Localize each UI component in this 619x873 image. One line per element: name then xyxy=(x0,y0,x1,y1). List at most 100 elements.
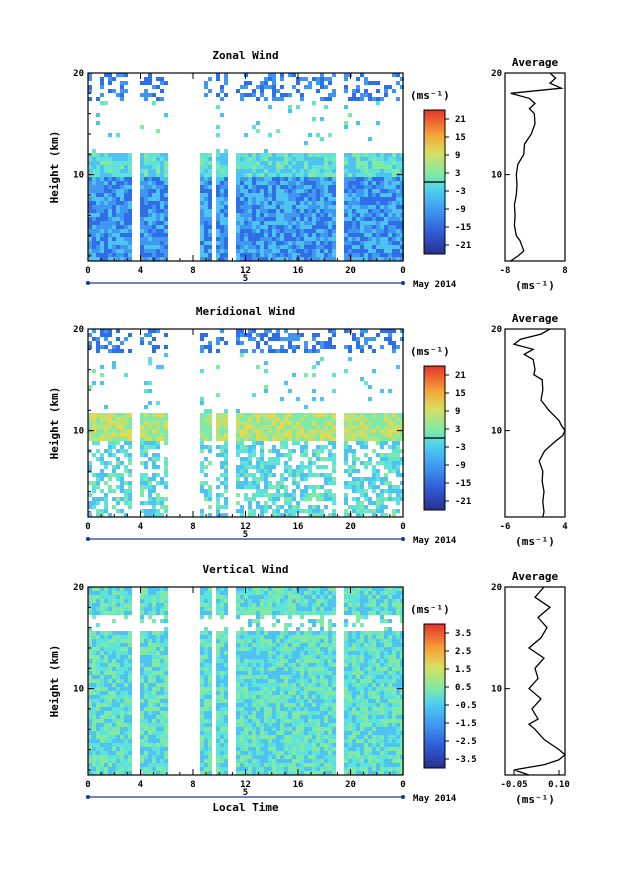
profile-title: Average xyxy=(512,56,559,69)
panel-2: Vertical Wind 0 4 8 12 16 20 0 10 20 Height (km) 5 M… xyxy=(48,563,570,814)
colorbar-tick-label: 3.5 xyxy=(455,629,471,639)
panel-title: Meridional Wind xyxy=(196,305,295,318)
y-axis-label: Height (km) xyxy=(48,131,61,204)
date-bar-end xyxy=(86,537,90,541)
profile-frame xyxy=(504,328,566,518)
profile-title: Average xyxy=(512,312,559,325)
colorbar-tick-label: -9 xyxy=(455,461,466,471)
heatmap-field xyxy=(88,73,404,261)
profile-x-tick-label: 4 xyxy=(562,522,568,532)
colorbar-tick-label: -1.5 xyxy=(455,719,477,729)
y-axis-label: Height (km) xyxy=(48,645,61,718)
x-tick-label: 16 xyxy=(293,266,304,276)
date-bar-end xyxy=(401,537,405,541)
date-label: May 2014 xyxy=(413,794,457,804)
heatmap-field xyxy=(88,587,404,775)
x-tick-label: 0 xyxy=(85,266,90,276)
x-tick-label: 16 xyxy=(293,780,304,790)
date-bar-end xyxy=(401,795,405,799)
profile-y-tick-label: 20 xyxy=(491,583,502,593)
x-tick-label: 12 xyxy=(240,780,251,790)
colorbar-tick-label: -15 xyxy=(455,223,471,233)
profile-title: Average xyxy=(512,570,559,583)
colorbar-unit: (ms⁻¹) xyxy=(410,89,450,102)
colorbar-tick-label: -2.5 xyxy=(455,737,477,747)
colorbar-tick-label: 1.5 xyxy=(455,665,471,675)
x-tick-label: 0 xyxy=(85,780,90,790)
colorbar-tick-label: -9 xyxy=(455,205,466,215)
profile-line xyxy=(513,586,567,776)
date-bar-end xyxy=(86,795,90,799)
x-tick-label: 12 xyxy=(240,522,251,532)
y-axis-label: Height (km) xyxy=(48,387,61,460)
x-tick-label: 0 xyxy=(85,522,90,532)
y-tick-label: 20 xyxy=(73,325,84,335)
colorbar-unit: (ms⁻¹) xyxy=(410,603,450,616)
x-tick-label: 4 xyxy=(138,266,144,276)
profile-y-tick-label: 10 xyxy=(491,171,502,181)
x-tick-label: 12 xyxy=(240,266,251,276)
colorbar-tick-label: 21 xyxy=(455,115,466,125)
colorbar-tick-label: -3 xyxy=(455,443,466,453)
date-bar-end xyxy=(401,281,405,285)
colorbar-tick-label: 0.5 xyxy=(455,683,471,693)
x-tick-label: 0 xyxy=(400,266,405,276)
profile-frame xyxy=(504,586,566,776)
colorbar-tick-label: -3 xyxy=(455,187,466,197)
profile-x-tick-label: 0.10 xyxy=(548,780,570,790)
profile-x-label: (ms⁻¹) xyxy=(515,793,555,806)
x-tick-label: 8 xyxy=(190,266,195,276)
date-label: May 2014 xyxy=(413,280,457,290)
x-tick-label: 8 xyxy=(190,522,195,532)
colorbar-tick-label: -3.5 xyxy=(455,755,477,765)
y-tick-label: 10 xyxy=(73,171,84,181)
y-tick-label: 20 xyxy=(73,69,84,79)
colorbar-tick-label: -21 xyxy=(455,241,471,251)
profile-line xyxy=(510,72,564,262)
colorbar-tick-label: -21 xyxy=(455,497,471,507)
x-tick-label: 4 xyxy=(138,522,144,532)
x-tick-label: 0 xyxy=(400,522,405,532)
profile-x-label: (ms⁻¹) xyxy=(515,279,555,292)
colorbar-tick-label: -0.5 xyxy=(455,701,477,711)
day-marker: 5 xyxy=(243,788,248,798)
heatmap-field xyxy=(88,329,404,517)
day-marker: 5 xyxy=(243,274,248,284)
x-tick-label: 0 xyxy=(400,780,405,790)
profile-y-tick-label: 20 xyxy=(491,325,502,335)
colorbar-tick-label: 15 xyxy=(455,133,466,143)
panel-0: Zonal Wind 0 4 8 12 16 20 0 10 20 Height (km) 5 May … xyxy=(48,49,568,292)
colorbar-tick-label: 2.5 xyxy=(455,647,471,657)
colorbar-unit: (ms⁻¹) xyxy=(410,345,450,358)
panel-title: Zonal Wind xyxy=(212,49,278,62)
profile-line xyxy=(512,328,566,518)
profile-y-tick-label: 10 xyxy=(491,427,502,437)
colorbar-tick-label: -15 xyxy=(455,479,471,489)
colorbar-tick-label: 9 xyxy=(455,151,460,161)
profile-y-tick-label: 10 xyxy=(491,685,502,695)
colorbar-tick-label: 21 xyxy=(455,371,466,381)
profile-frame xyxy=(504,72,566,262)
profile-x-tick-label: -8 xyxy=(500,266,511,276)
x-tick-label: 20 xyxy=(345,780,356,790)
colorbar-tick-label: 15 xyxy=(455,389,466,399)
profile-x-tick-label: -0.05 xyxy=(500,780,527,790)
date-bar-end xyxy=(86,281,90,285)
y-tick-label: 10 xyxy=(73,685,84,695)
colorbar-tick-label: 3 xyxy=(455,425,460,435)
colorbar-tick-label: 3 xyxy=(455,169,460,179)
x-tick-label: 16 xyxy=(293,522,304,532)
profile-x-label: (ms⁻¹) xyxy=(515,535,555,548)
colorbar-tick-label: 9 xyxy=(455,407,460,417)
day-marker: 5 xyxy=(243,530,248,540)
x-tick-label: 20 xyxy=(345,522,356,532)
y-tick-label: 10 xyxy=(73,427,84,437)
profile-y-tick-label: 20 xyxy=(491,69,502,79)
panel-title: Vertical Wind xyxy=(202,563,288,576)
x-tick-label: 20 xyxy=(345,266,356,276)
x-tick-label: 8 xyxy=(190,780,195,790)
y-tick-label: 20 xyxy=(73,583,84,593)
panel-1: Meridional Wind 0 4 8 12 16 20 0 10 20 Height (km)… xyxy=(48,305,568,548)
x-axis-label: Local Time xyxy=(212,801,279,814)
